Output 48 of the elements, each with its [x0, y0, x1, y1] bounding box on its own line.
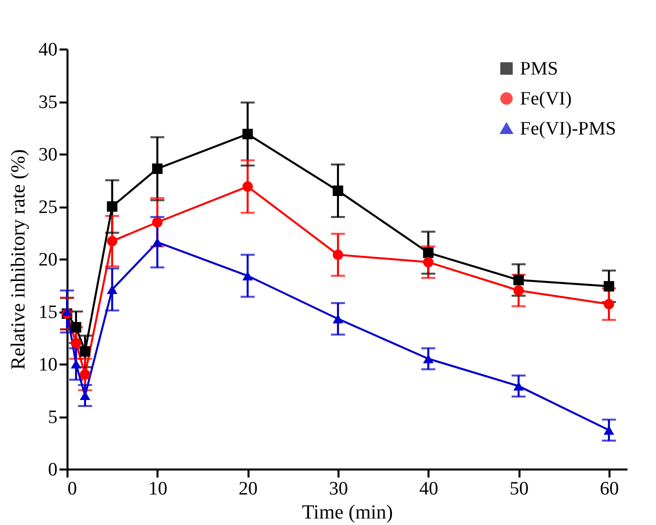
- point: [332, 250, 344, 260]
- y-tick-label: 0: [48, 460, 58, 480]
- x-tick-label: 50: [510, 478, 529, 500]
- point: [513, 274, 524, 286]
- point: [80, 369, 90, 380]
- point: [70, 322, 82, 332]
- x-tick-label: 20: [238, 478, 258, 500]
- point: [332, 186, 344, 196]
- point: [332, 314, 344, 324]
- y-tick-label: 25: [38, 197, 58, 218]
- point: [80, 346, 90, 357]
- point: [604, 281, 614, 292]
- point: [604, 426, 614, 435]
- y-tick-label: 5: [48, 407, 58, 428]
- y-tick-label: 30: [38, 144, 58, 166]
- x-tick-label: 0: [68, 478, 77, 500]
- point: [423, 256, 434, 268]
- point: [106, 236, 118, 246]
- point: [70, 338, 82, 348]
- point: [513, 285, 524, 296]
- point: [242, 181, 253, 192]
- point: [242, 271, 253, 280]
- point: [106, 201, 118, 212]
- y-axis-title: Relative inhibitory rate (%): [8, 149, 30, 370]
- point: [70, 359, 82, 369]
- x-axis-title: Time (min): [302, 502, 393, 524]
- legend-label: Fe(VI)-PMS: [520, 118, 616, 140]
- point: [152, 238, 163, 247]
- legend-label: Fe(VI): [520, 88, 572, 110]
- y-tick-label: 15: [38, 302, 58, 323]
- point: [604, 298, 614, 310]
- x-tick-label: 30: [328, 478, 348, 500]
- point: [80, 390, 90, 400]
- y-tick-label: 10: [38, 354, 58, 376]
- point: [423, 354, 434, 364]
- point: [513, 382, 524, 391]
- x-tick-label: 40: [419, 478, 438, 500]
- point: [423, 247, 434, 258]
- point: [242, 128, 253, 140]
- point: [152, 217, 163, 228]
- legend-label: PMS: [520, 58, 558, 80]
- y-tick-label: 20: [38, 250, 58, 270]
- y-tick-label: 35: [38, 92, 58, 113]
- x-tick-label: 10: [148, 478, 168, 500]
- point: [106, 284, 118, 294]
- point: [152, 163, 163, 174]
- y-tick-label: 40: [38, 40, 58, 60]
- x-tick-label: 60: [600, 478, 619, 500]
